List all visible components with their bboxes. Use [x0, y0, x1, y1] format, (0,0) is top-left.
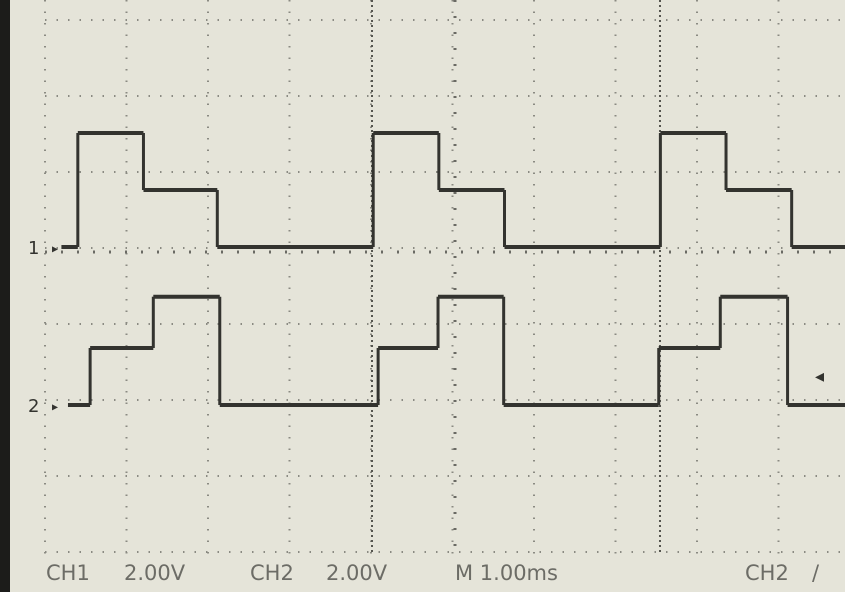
display [10, 0, 845, 592]
scope-screen: 1▸2▸ ◂ CH1 2.00V CH2 2.00V M 1.00ms CH2 … [0, 0, 845, 592]
status-text: 2.00V [124, 561, 186, 585]
status-text: 2.00V [326, 561, 388, 585]
status-text: CH2 [745, 561, 789, 585]
channel-marker: 1 [28, 238, 39, 259]
ground-arrow: ▸ [52, 242, 58, 256]
status-text: CH2 [250, 561, 294, 585]
trigger-level-marker: ◂ [815, 366, 824, 387]
channel-marker: 2 [28, 396, 39, 417]
status-text: M 1.00ms [455, 561, 558, 585]
ground-arrow: ▸ [52, 400, 58, 414]
status-text: / [812, 561, 820, 585]
status-text: CH1 [46, 561, 90, 585]
